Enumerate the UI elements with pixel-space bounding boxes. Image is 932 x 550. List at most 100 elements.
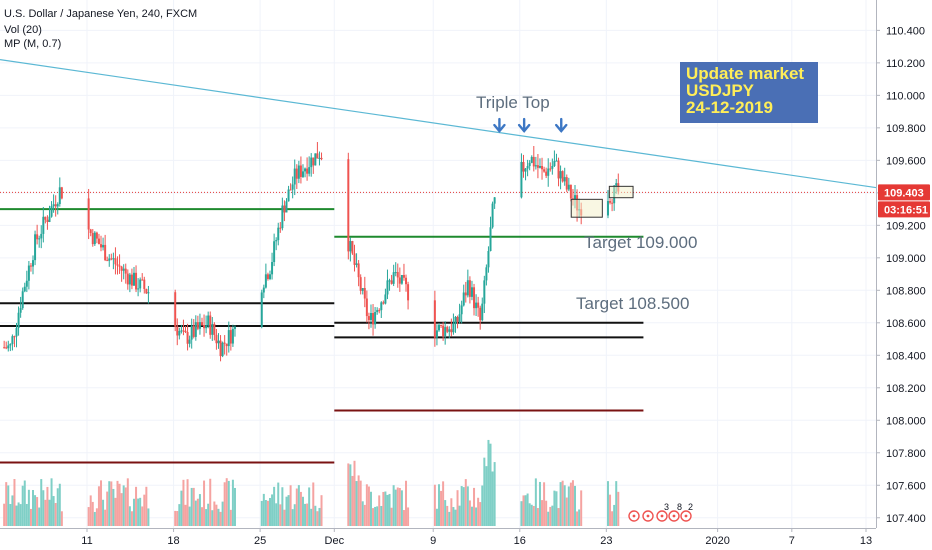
volume-bar [361, 501, 364, 526]
price-tick-label: 108.200 [886, 383, 926, 395]
candle-body [569, 184, 572, 199]
candle-body [452, 323, 455, 333]
volume-bar [295, 488, 298, 526]
volume-bar [306, 503, 309, 526]
event-count-label: 8 [677, 502, 682, 512]
candle-body [132, 272, 135, 286]
volume-bar [285, 496, 288, 526]
price-tick-label: 108.800 [886, 285, 926, 297]
volume-bar [374, 506, 377, 526]
candle-body [543, 169, 546, 172]
candle-body [553, 161, 556, 166]
volume-bar [473, 487, 476, 526]
candle-body [211, 323, 214, 335]
volume-bar [9, 504, 12, 526]
volume-bar [357, 475, 360, 526]
price-tick-label: 110.400 [886, 25, 925, 37]
volume-bar [359, 480, 362, 526]
candle-body [229, 330, 232, 344]
volume-bar [50, 478, 53, 526]
volume-bar [102, 499, 105, 526]
volume-bar [613, 504, 616, 526]
info-box[interactable] [680, 62, 818, 123]
candle-body [534, 165, 537, 167]
candle-body [565, 177, 568, 190]
candle-body [118, 265, 121, 267]
volume-bar [456, 490, 459, 526]
volume-bar [180, 490, 183, 526]
volume-bar [437, 484, 440, 526]
volume-bar [386, 494, 389, 526]
candle-body [217, 340, 220, 344]
candle-body [378, 310, 381, 312]
candle-body [106, 260, 109, 262]
candle-body [444, 327, 447, 336]
candle-body [357, 263, 360, 278]
volume-bar [372, 508, 375, 526]
candle-body [547, 168, 550, 176]
volume-bar [580, 490, 583, 526]
candle-body [126, 273, 129, 285]
candle-body [122, 268, 125, 271]
candle-body [372, 313, 375, 325]
volume-bar [264, 500, 267, 526]
volume-bar [477, 497, 480, 526]
volume-bar [347, 463, 350, 526]
volume-bar [547, 511, 550, 526]
volume-bar [569, 482, 572, 526]
volume-bar [279, 504, 282, 526]
volume-bar [46, 486, 49, 526]
candle-body [102, 244, 105, 248]
indicator-mp[interactable]: MP (M, 0.7) [4, 38, 61, 50]
volume-bar [314, 505, 317, 526]
calendar-event-dot [660, 514, 664, 518]
volume-bar [396, 487, 399, 526]
volume-bar [209, 478, 212, 526]
consolidation-box[interactable] [608, 185, 634, 199]
candle-body [293, 168, 296, 185]
price-tick-label: 109.600 [886, 155, 926, 167]
candle-body [435, 330, 438, 338]
candle-body [363, 288, 366, 299]
candle-body [386, 280, 389, 295]
indicator-volume[interactable]: Vol (20) [4, 24, 42, 36]
candle-body [36, 234, 39, 240]
candle-body [271, 262, 274, 275]
candle-body [448, 329, 451, 332]
price-axis[interactable] [876, 0, 932, 550]
candle-body [308, 167, 311, 174]
volume-bar [563, 485, 566, 526]
candle-body [233, 326, 236, 329]
volume-bar [378, 495, 381, 526]
descending-trendline[interactable] [0, 59, 879, 189]
candle-body [538, 165, 541, 168]
candle-body [227, 330, 230, 347]
symbol-title[interactable]: U.S. Dollar / Japanese Yen, 240, FXCM [4, 8, 197, 20]
time-axis[interactable] [0, 528, 876, 550]
volume-bar [143, 494, 146, 526]
info-line-title: Update market [686, 64, 804, 83]
volume-bar [277, 482, 280, 526]
volume-bar [100, 480, 103, 526]
volume-bar [262, 493, 265, 526]
candle-body [606, 201, 609, 216]
volume-bar [446, 505, 449, 526]
arrow-down-icon [555, 117, 568, 133]
candle-body [312, 157, 315, 166]
volume-bar [545, 500, 548, 526]
time-tick-label: 13 [860, 535, 872, 547]
candle-body [402, 275, 405, 278]
horizontal-levels[interactable] [0, 208, 644, 464]
volume-bar [382, 491, 385, 526]
price-tick-label: 109.800 [886, 123, 926, 135]
volume-bar [617, 491, 620, 526]
volume-bar [205, 509, 208, 526]
volume-bar [489, 443, 492, 526]
candle-body [400, 275, 403, 284]
consolidation-box[interactable] [570, 198, 603, 218]
volume-bar [60, 511, 63, 526]
candle-body [139, 279, 142, 289]
